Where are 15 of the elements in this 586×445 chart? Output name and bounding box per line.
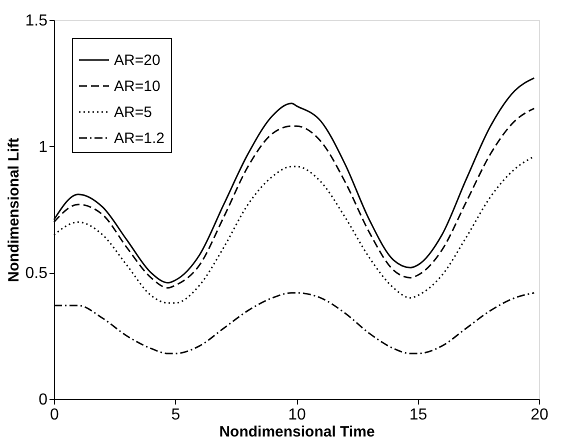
y-tick-label: 0.5 xyxy=(25,265,48,282)
legend-label: AR=20 xyxy=(114,52,160,69)
y-tick-label: 1 xyxy=(38,138,48,156)
x-axis-title: Nondimensional Time xyxy=(219,424,375,440)
y-axis-title: Nondimensional Lift xyxy=(5,138,22,282)
x-tick-label: 20 xyxy=(530,406,548,424)
y-tick-label: 0 xyxy=(38,392,48,408)
x-tick-label: 15 xyxy=(409,406,428,424)
legend-label: AR=1.2 xyxy=(114,130,164,147)
legend-label: AR=10 xyxy=(114,78,160,95)
x-tick-label: 10 xyxy=(288,406,306,424)
x-tick-label: 5 xyxy=(171,406,180,424)
y-tick-label: 1.5 xyxy=(25,12,48,30)
x-tick-label: 0 xyxy=(50,406,60,424)
legend-label: AR=5 xyxy=(114,104,152,121)
